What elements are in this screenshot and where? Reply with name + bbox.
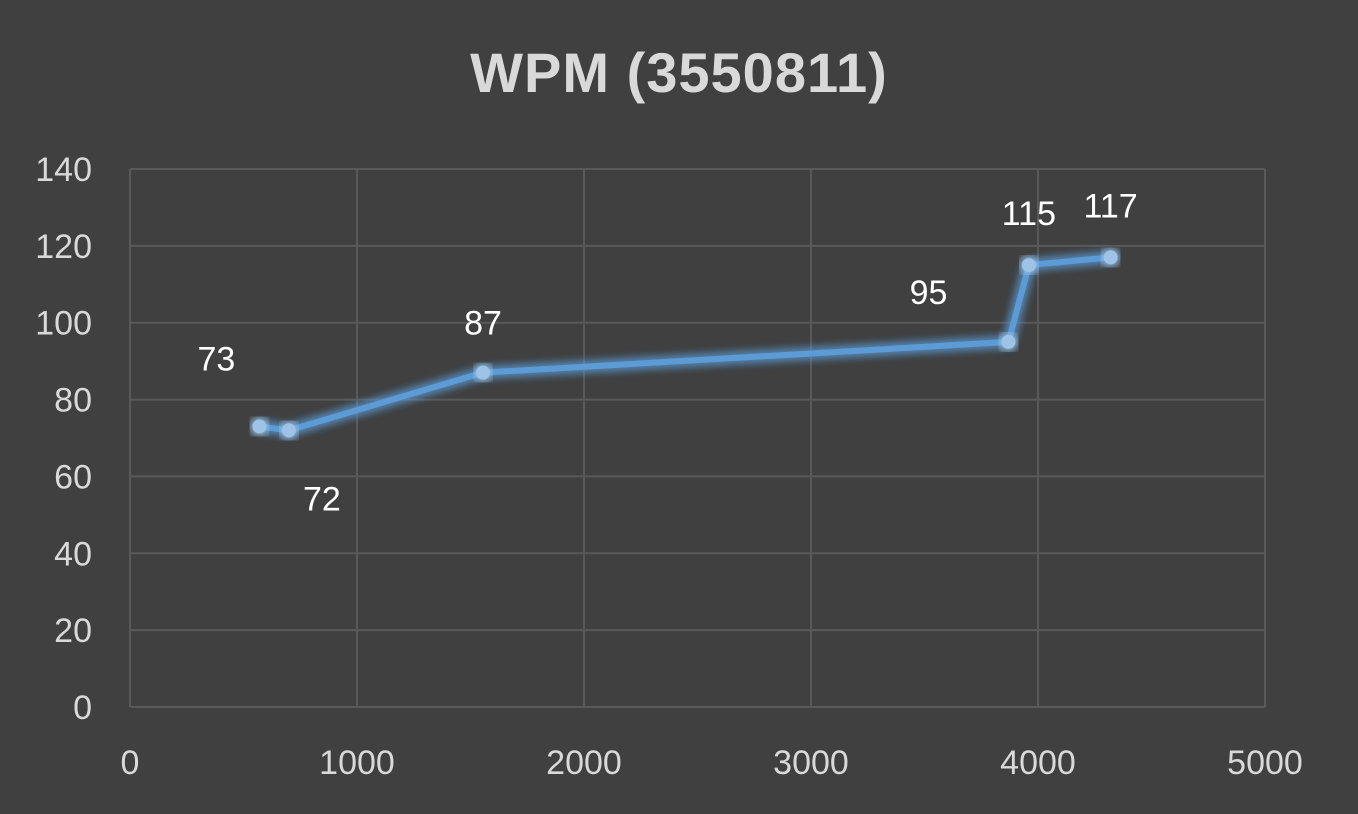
data-point-marker [281, 423, 296, 438]
y-tick-label: 140 [35, 151, 92, 189]
grid-layer [129, 168, 1266, 708]
x-tick-label: 1000 [319, 744, 395, 782]
series-layer [252, 250, 1118, 438]
y-tick-label: 60 [54, 458, 92, 496]
y-tick-label: 100 [35, 305, 92, 343]
data-point-marker [1021, 258, 1036, 273]
y-tick-label: 80 [54, 382, 92, 420]
x-tick-label: 4000 [1000, 744, 1076, 782]
chart-title: WPM (3550811) [470, 41, 888, 104]
data-label: 87 [464, 305, 502, 343]
data-label: 115 [1002, 195, 1056, 233]
x-tick-label: 2000 [546, 744, 622, 782]
data-label: 72 [303, 480, 341, 518]
x-tick-label: 0 [121, 744, 140, 782]
x-tick-label: 5000 [1227, 744, 1303, 782]
y-tick-label: 0 [73, 689, 92, 727]
data-point-marker [1001, 334, 1016, 349]
tick-label-layer: 0 20 40 60 80 100 120 140 0 1000 2000 3000 4000 5000 [35, 151, 1303, 782]
y-tick-label: 120 [35, 228, 92, 266]
data-point-marker [1103, 250, 1118, 265]
data-point-marker [475, 365, 490, 380]
data-label: 117 [1084, 187, 1138, 225]
y-tick-label: 40 [54, 535, 92, 573]
data-label: 73 [197, 340, 235, 378]
series-line [256, 254, 1114, 434]
data-label-layer: 73 72 87 95 115 117 [197, 187, 1137, 518]
data-label: 95 [910, 274, 948, 312]
x-tick-label: 3000 [773, 744, 849, 782]
y-tick-label: 20 [54, 612, 92, 650]
data-point-marker [252, 419, 267, 434]
